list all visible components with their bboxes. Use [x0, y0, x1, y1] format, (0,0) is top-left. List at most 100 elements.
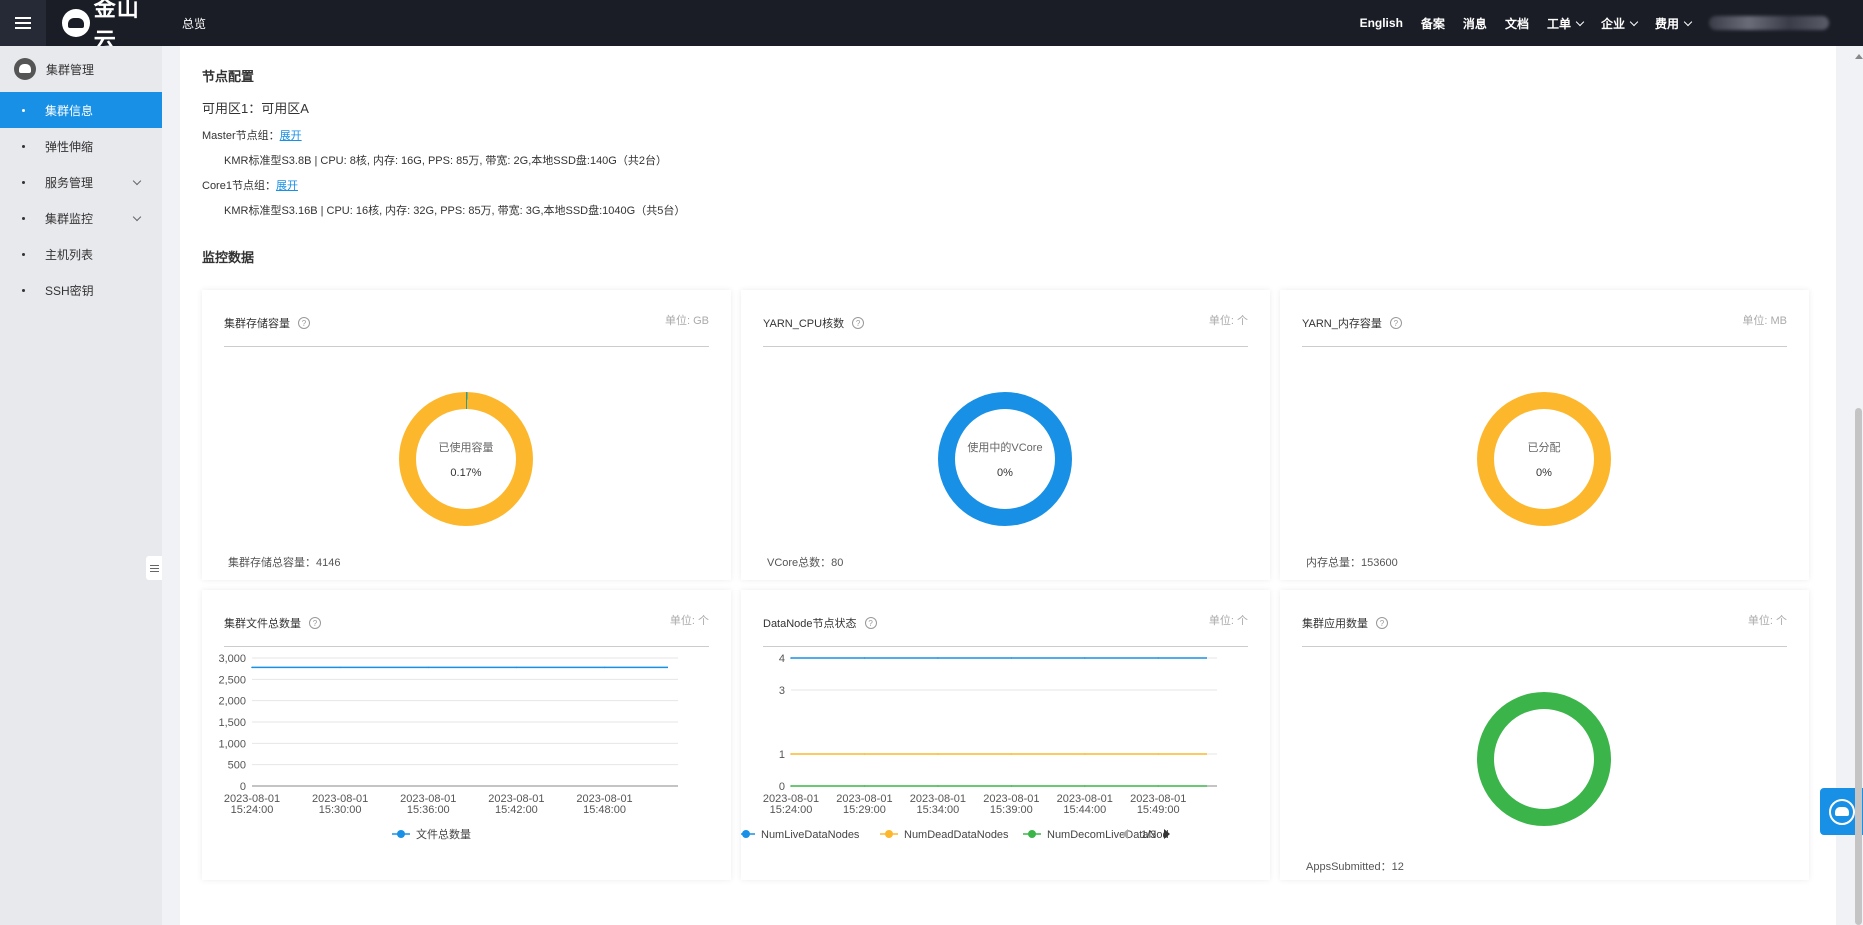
card-footer: VCore总数：80 [767, 557, 844, 569]
legend-swatch-dot [742, 830, 750, 838]
legend-label: NumDecomLiveDataNod [1047, 829, 1169, 841]
datanode-status-card: DataNode节点状态? 单位: 个 0 1 3 4 2023-08-01 15:24:… [741, 590, 1270, 880]
top-link-4[interactable]: 工单 [1547, 15, 1585, 32]
sidebar-item-4[interactable]: 主机列表 [0, 236, 162, 272]
sidebar-item-1[interactable]: 弹性伸缩 [0, 128, 162, 164]
file-count-card: 集群文件总数量? 单位: 个 0 500 1,000 1,500 2,000 2,500 3… [202, 590, 731, 880]
data-point [1010, 785, 1013, 787]
card-unit: 单位: 个 [1747, 615, 1787, 627]
legend-swatch-dot [885, 830, 893, 838]
y-tick-label: 3 [779, 685, 785, 697]
y-tick-label: 500 [228, 760, 246, 772]
plot-area: 0 500 1,000 1,500 2,000 2,500 3,000 2023-08-01 1… [218, 653, 678, 841]
sidebar-item-label: 主机列表 [45, 247, 94, 262]
top-link-2[interactable]: 消息 [1462, 16, 1487, 31]
card-title: YARN_内存容量? [1302, 315, 1402, 331]
x-tick-label: 2023-08-01 15:24:00 [224, 793, 280, 816]
chevron-down-icon [1683, 17, 1693, 26]
user-account-menu[interactable] [1709, 16, 1829, 30]
data-point [790, 785, 792, 787]
datanode-status-line-chart: 0 1 3 4 2023-08-01 15:24:00 2023-08-01 15:29:00… [741, 653, 1217, 841]
scroll-up-icon[interactable] [1855, 54, 1863, 59]
card-unit: 单位: GB [664, 315, 709, 327]
sidebar: 集群管理 集群信息 弹性伸缩 服务管理 集群监控主机列表 SSH密钥 [0, 46, 162, 925]
legend-item-0: 文件总数量 [392, 827, 471, 841]
vcore-donut-chart: 使用中的VCore 0% [938, 392, 1072, 526]
top-navigation-bar: 金山云 总览 English 备案 消息 文档 工单 企业 费用 [0, 0, 1863, 53]
cluster-icon [14, 58, 36, 80]
bullet-icon [22, 216, 25, 220]
menu-toggle-button[interactable] [0, 0, 46, 46]
data-point [1083, 657, 1086, 659]
overview-link[interactable]: 总览 [182, 16, 207, 31]
divider [763, 646, 1248, 647]
top-link-0[interactable]: English [1359, 16, 1403, 30]
core1-group-label: Core1节点组：展开 [202, 180, 298, 192]
card-title: DataNode节点状态? [763, 615, 877, 631]
card-title: 集群存储容量? [224, 315, 310, 331]
card-unit: 单位: 个 [669, 615, 709, 627]
chevron-down-icon [132, 212, 142, 222]
help-icon[interactable]: ? [852, 317, 865, 329]
data-point [1010, 657, 1013, 659]
storage-capacity-card: 集群存储容量? 单位: GB 已使用容量 0.17% 集群存储总容量：4146 [202, 290, 731, 580]
x-tick-label: 2023-08-01 15:34:00 [910, 793, 966, 816]
x-tick-label: 2023-08-01 15:36:00 [400, 793, 456, 816]
help-icon[interactable]: ? [1389, 317, 1402, 329]
help-icon[interactable]: ? [1376, 617, 1388, 629]
data-point [1083, 785, 1086, 787]
sidebar-header[interactable]: 集群管理 [0, 46, 162, 92]
data-point [427, 666, 430, 669]
data-point [790, 753, 792, 755]
card-unit: 单位: 个 [1208, 315, 1248, 327]
sidebar-item-0[interactable]: 集群信息 [0, 92, 162, 128]
sidebar-item-5[interactable]: SSH密钥 [0, 272, 162, 308]
data-point [1157, 657, 1160, 659]
card-unit: 单位: 个 [1208, 615, 1248, 627]
y-tick-label: 2,500 [218, 674, 246, 686]
help-icon[interactable]: ? [298, 317, 310, 329]
donut-label: 已分配 [1527, 442, 1561, 454]
plot-area: 0 1 3 4 2023-08-01 15:24:00 2023-08-01 15:29:00… [741, 653, 1217, 841]
help-icon[interactable]: ? [864, 617, 877, 629]
top-link-6[interactable]: 费用 [1655, 15, 1693, 32]
data-point [339, 666, 341, 669]
divider [1302, 646, 1787, 647]
top-link-5[interactable]: 企业 [1601, 15, 1639, 32]
x-tick-label: 2023-08-01 15:24:00 [763, 793, 819, 816]
bullet-icon [22, 180, 25, 184]
divider [224, 346, 709, 347]
donut-label: 使用中的VCore [967, 442, 1043, 454]
data-point [790, 657, 792, 659]
sidebar-item-3[interactable]: 集群监控 [0, 200, 162, 236]
cloud-logo-icon [62, 9, 90, 37]
x-tick-label: 2023-08-01 15:29:00 [836, 793, 892, 816]
data-point [937, 785, 939, 787]
scroll-thumb[interactable] [1855, 408, 1862, 925]
core1-group-expand-link[interactable]: 展开 [275, 180, 298, 192]
donut-value: 0% [997, 467, 1013, 479]
legend-item-2: NumDecomLiveDataNod [1023, 829, 1169, 841]
sidebar-collapse-handle[interactable] [146, 556, 162, 580]
data-point [1157, 753, 1160, 755]
data-point [937, 753, 939, 755]
top-link-1[interactable]: 备案 [1420, 16, 1445, 31]
data-point [515, 666, 518, 669]
donut-value: 0.17% [450, 467, 482, 479]
legend-prev-icon [1122, 829, 1128, 839]
y-tick-label: 1,000 [218, 738, 246, 750]
divider [1302, 346, 1787, 347]
donut-value: 0% [1536, 467, 1552, 479]
page-scrollbar[interactable] [1853, 46, 1863, 925]
data-point [603, 666, 606, 669]
top-link-3[interactable]: 文档 [1504, 16, 1529, 31]
data-point [863, 785, 866, 787]
data-point [937, 657, 939, 659]
legend-page-indicator: 1/3 [1141, 829, 1156, 841]
master-group-expand-link[interactable]: 展开 [279, 130, 302, 142]
sidebar-item-2[interactable]: 服务管理 [0, 164, 162, 200]
x-tick-label: 2023-08-01 15:30:00 [312, 793, 368, 816]
help-icon[interactable]: ? [309, 617, 321, 629]
card-title: 集群文件总数量? [224, 615, 321, 631]
node-config-title: 节点配置 [202, 69, 255, 84]
